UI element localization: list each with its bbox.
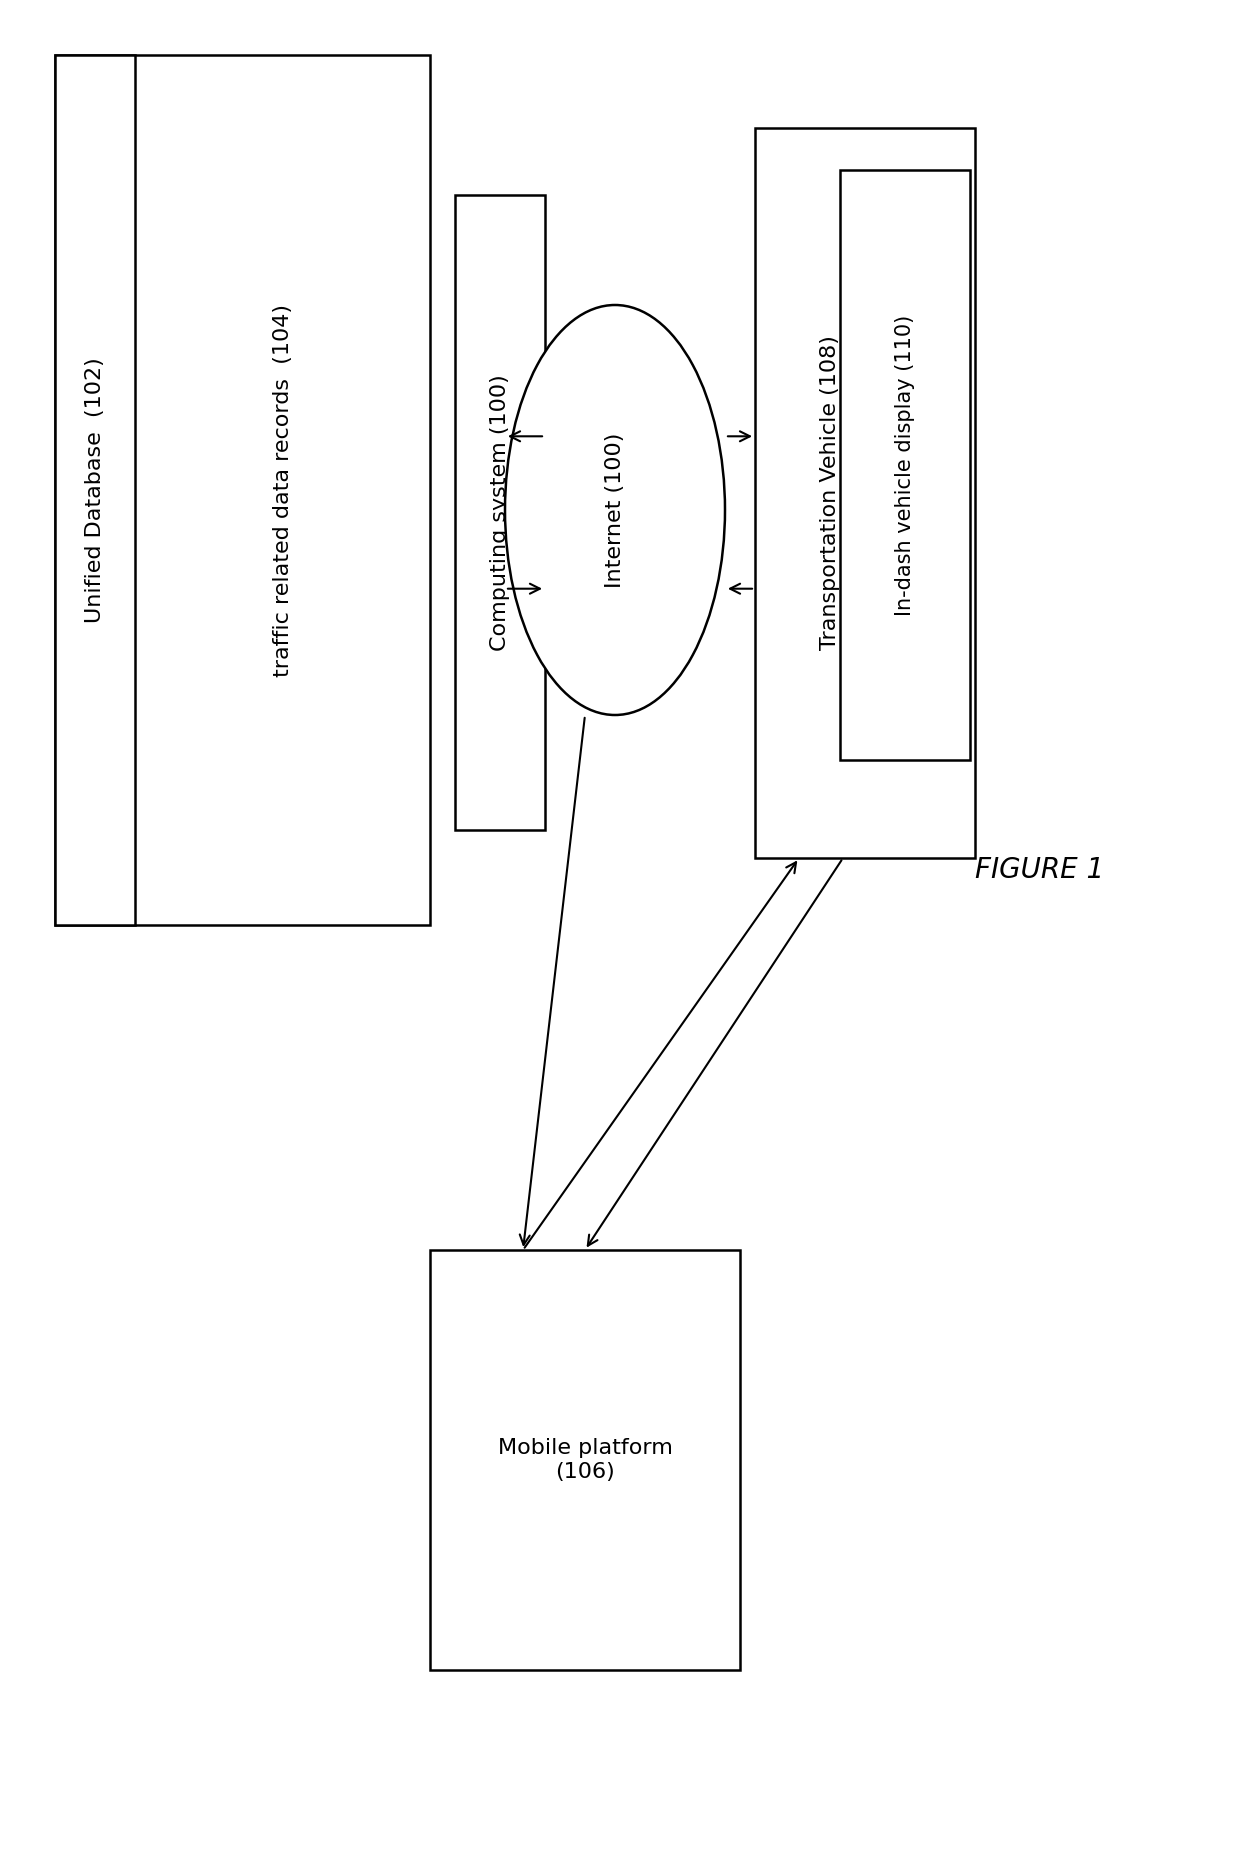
Bar	[430, 1249, 740, 1669]
Text: Mobile platform
(106): Mobile platform (106)	[497, 1439, 672, 1482]
Text: Transportation Vehicle (108): Transportation Vehicle (108)	[820, 336, 839, 651]
Text: In-dash vehicle display (110): In-dash vehicle display (110)	[895, 314, 915, 615]
Bar	[55, 56, 135, 926]
Text: traffic related data records  (104): traffic related data records (104)	[273, 303, 293, 677]
Text: Internet (100): Internet (100)	[605, 433, 625, 587]
Text: Computing system (100): Computing system (100)	[490, 374, 510, 651]
Text: FIGURE 1: FIGURE 1	[976, 855, 1105, 885]
Bar	[755, 128, 975, 859]
Ellipse shape	[505, 305, 725, 716]
Text: Unified Database  (102): Unified Database (102)	[86, 357, 105, 623]
Bar	[455, 195, 546, 829]
Bar	[839, 169, 970, 760]
Bar	[55, 56, 430, 926]
